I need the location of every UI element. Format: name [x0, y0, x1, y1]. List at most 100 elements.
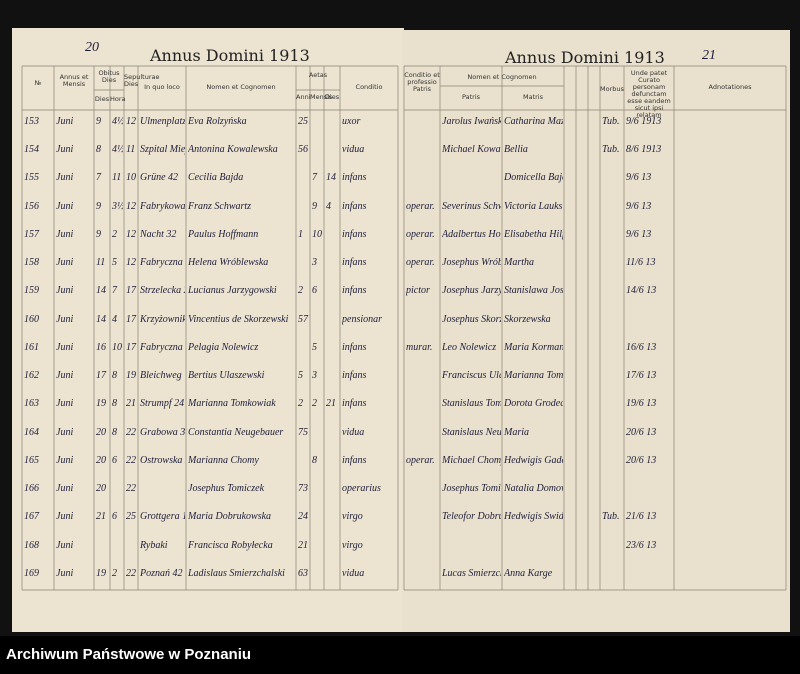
- entry-cell: 12: [126, 116, 136, 127]
- column-header: Morbus: [600, 85, 624, 93]
- entry-cell: Juni: [56, 567, 74, 579]
- entry-cell: Juni: [56, 228, 74, 240]
- entry-cell: 160: [24, 313, 39, 325]
- entry-cell: infans: [342, 454, 367, 466]
- entry-cell: [602, 257, 623, 273]
- entry-cell: [406, 314, 439, 330]
- entry-cell: 167: [24, 511, 39, 523]
- entry-cell: Antonina Kowalewska: [188, 144, 278, 156]
- entry-cell: [140, 483, 185, 499]
- page-number: 20: [85, 40, 99, 55]
- entry-cell: 20: [96, 426, 106, 438]
- entry-cell: Marianna Tomczyk: [504, 370, 563, 382]
- entry-cell: Hedwigis Swiderska: [504, 511, 563, 523]
- entry-cell: Juni: [56, 539, 74, 551]
- entry-cell: 6: [112, 454, 117, 466]
- entry-cell: 8/6 1913: [626, 144, 662, 156]
- entry-cell: 16/6 13: [626, 341, 657, 353]
- entry-cell: 5: [298, 370, 303, 382]
- entry-cell: [326, 257, 339, 273]
- entry-cell: operar.: [406, 200, 435, 212]
- entry-cell: Franz Schwartz: [188, 200, 252, 212]
- column-header: Mensis: [310, 93, 333, 101]
- entry-cell: Michael Kowalewski: [442, 144, 501, 156]
- entry-cell: Leo Nolewicz: [442, 341, 497, 353]
- right-page: [402, 30, 790, 632]
- entry-cell: [406, 398, 439, 414]
- entry-cell: Maria Dobrukowska: [188, 511, 272, 523]
- entry-cell: Fabryczna 16: [140, 341, 185, 353]
- entry-cell: [406, 370, 439, 386]
- entry-cell: operar.: [406, 454, 435, 466]
- entry-cell: 17: [126, 313, 136, 325]
- entry-cell: 19: [126, 370, 136, 382]
- entry-cell: Fabrykowa 1: [140, 200, 185, 212]
- entry-cell: [312, 144, 323, 160]
- entry-cell: 2: [298, 398, 303, 410]
- entry-cell: 12: [126, 257, 136, 269]
- entry-cell: infans: [342, 228, 367, 240]
- entry-cell: Juni: [56, 398, 74, 410]
- entry-cell: Krzyżowniki: [140, 313, 185, 325]
- column-header: Unde patet Curato personam defunctam ess…: [627, 69, 671, 119]
- entry-cell: [298, 172, 309, 188]
- column-header: Conditio: [355, 83, 383, 91]
- entry-cell: [326, 427, 339, 443]
- entry-cell: pictor: [406, 285, 430, 297]
- column-header: Nomen et Cognomen: [206, 83, 276, 91]
- entry-cell: [326, 455, 339, 471]
- entry-cell: vidua: [342, 567, 365, 579]
- entry-cell: [602, 285, 623, 301]
- entry-cell: [442, 172, 501, 188]
- entry-cell: Maria: [504, 426, 529, 438]
- entry-cell: Franciscus Ulaszewski: [442, 370, 501, 382]
- entry-cell: 22: [126, 454, 136, 466]
- entry-cell: 21/6 13: [626, 511, 657, 523]
- entry-cell: Grüne 42: [140, 172, 179, 184]
- entry-cell: [406, 172, 439, 188]
- entry-cell: [602, 568, 623, 584]
- entry-cell: 75: [298, 426, 308, 438]
- entry-cell: Rybaki: [140, 539, 168, 551]
- entry-cell: Juni: [56, 257, 74, 269]
- entry-cell: Tub.: [602, 511, 620, 523]
- entry-cell: [312, 314, 323, 330]
- entry-cell: 7: [96, 172, 101, 184]
- entry-cell: Victoria Lauks: [504, 200, 563, 212]
- entry-cell: [406, 511, 439, 527]
- entry-cell: [298, 257, 309, 273]
- entry-cell: 25: [126, 511, 136, 523]
- entry-cell: 20/6 13: [626, 454, 657, 466]
- entry-cell: 168: [24, 539, 39, 551]
- column-header: Aetas: [308, 71, 328, 79]
- entry-cell: 10: [312, 228, 322, 240]
- entry-cell: [602, 370, 623, 386]
- entry-cell: vidua: [342, 426, 365, 438]
- entry-cell: [626, 483, 673, 499]
- entry-cell: Eva Rolzyńska: [188, 116, 247, 127]
- entry-cell: 11: [96, 257, 106, 269]
- entry-cell: [326, 483, 339, 499]
- entry-cell: 155: [24, 172, 39, 184]
- column-header: Hora: [110, 95, 126, 103]
- entry-cell: [298, 342, 309, 358]
- entry-cell: Juni: [56, 172, 74, 184]
- entry-cell: [602, 342, 623, 358]
- entry-cell: [298, 455, 309, 471]
- entry-cell: 14: [96, 313, 106, 325]
- entry-cell: [326, 314, 339, 330]
- entry-cell: Jarolus Iwański: [442, 116, 501, 127]
- entry-cell: 2: [298, 285, 303, 297]
- entry-cell: Teleofor Dobrukowski: [442, 511, 501, 523]
- entry-cell: Juni: [56, 341, 74, 353]
- entry-cell: [626, 314, 673, 330]
- entry-cell: 154: [24, 144, 39, 156]
- entry-cell: Tub.: [602, 144, 620, 156]
- entry-cell: 5: [312, 341, 317, 353]
- entry-cell: 4½: [112, 116, 123, 127]
- entry-cell: 4½: [112, 144, 123, 156]
- column-header: Anni: [296, 93, 311, 101]
- entry-cell: infans: [342, 257, 367, 269]
- entry-cell: [602, 201, 623, 217]
